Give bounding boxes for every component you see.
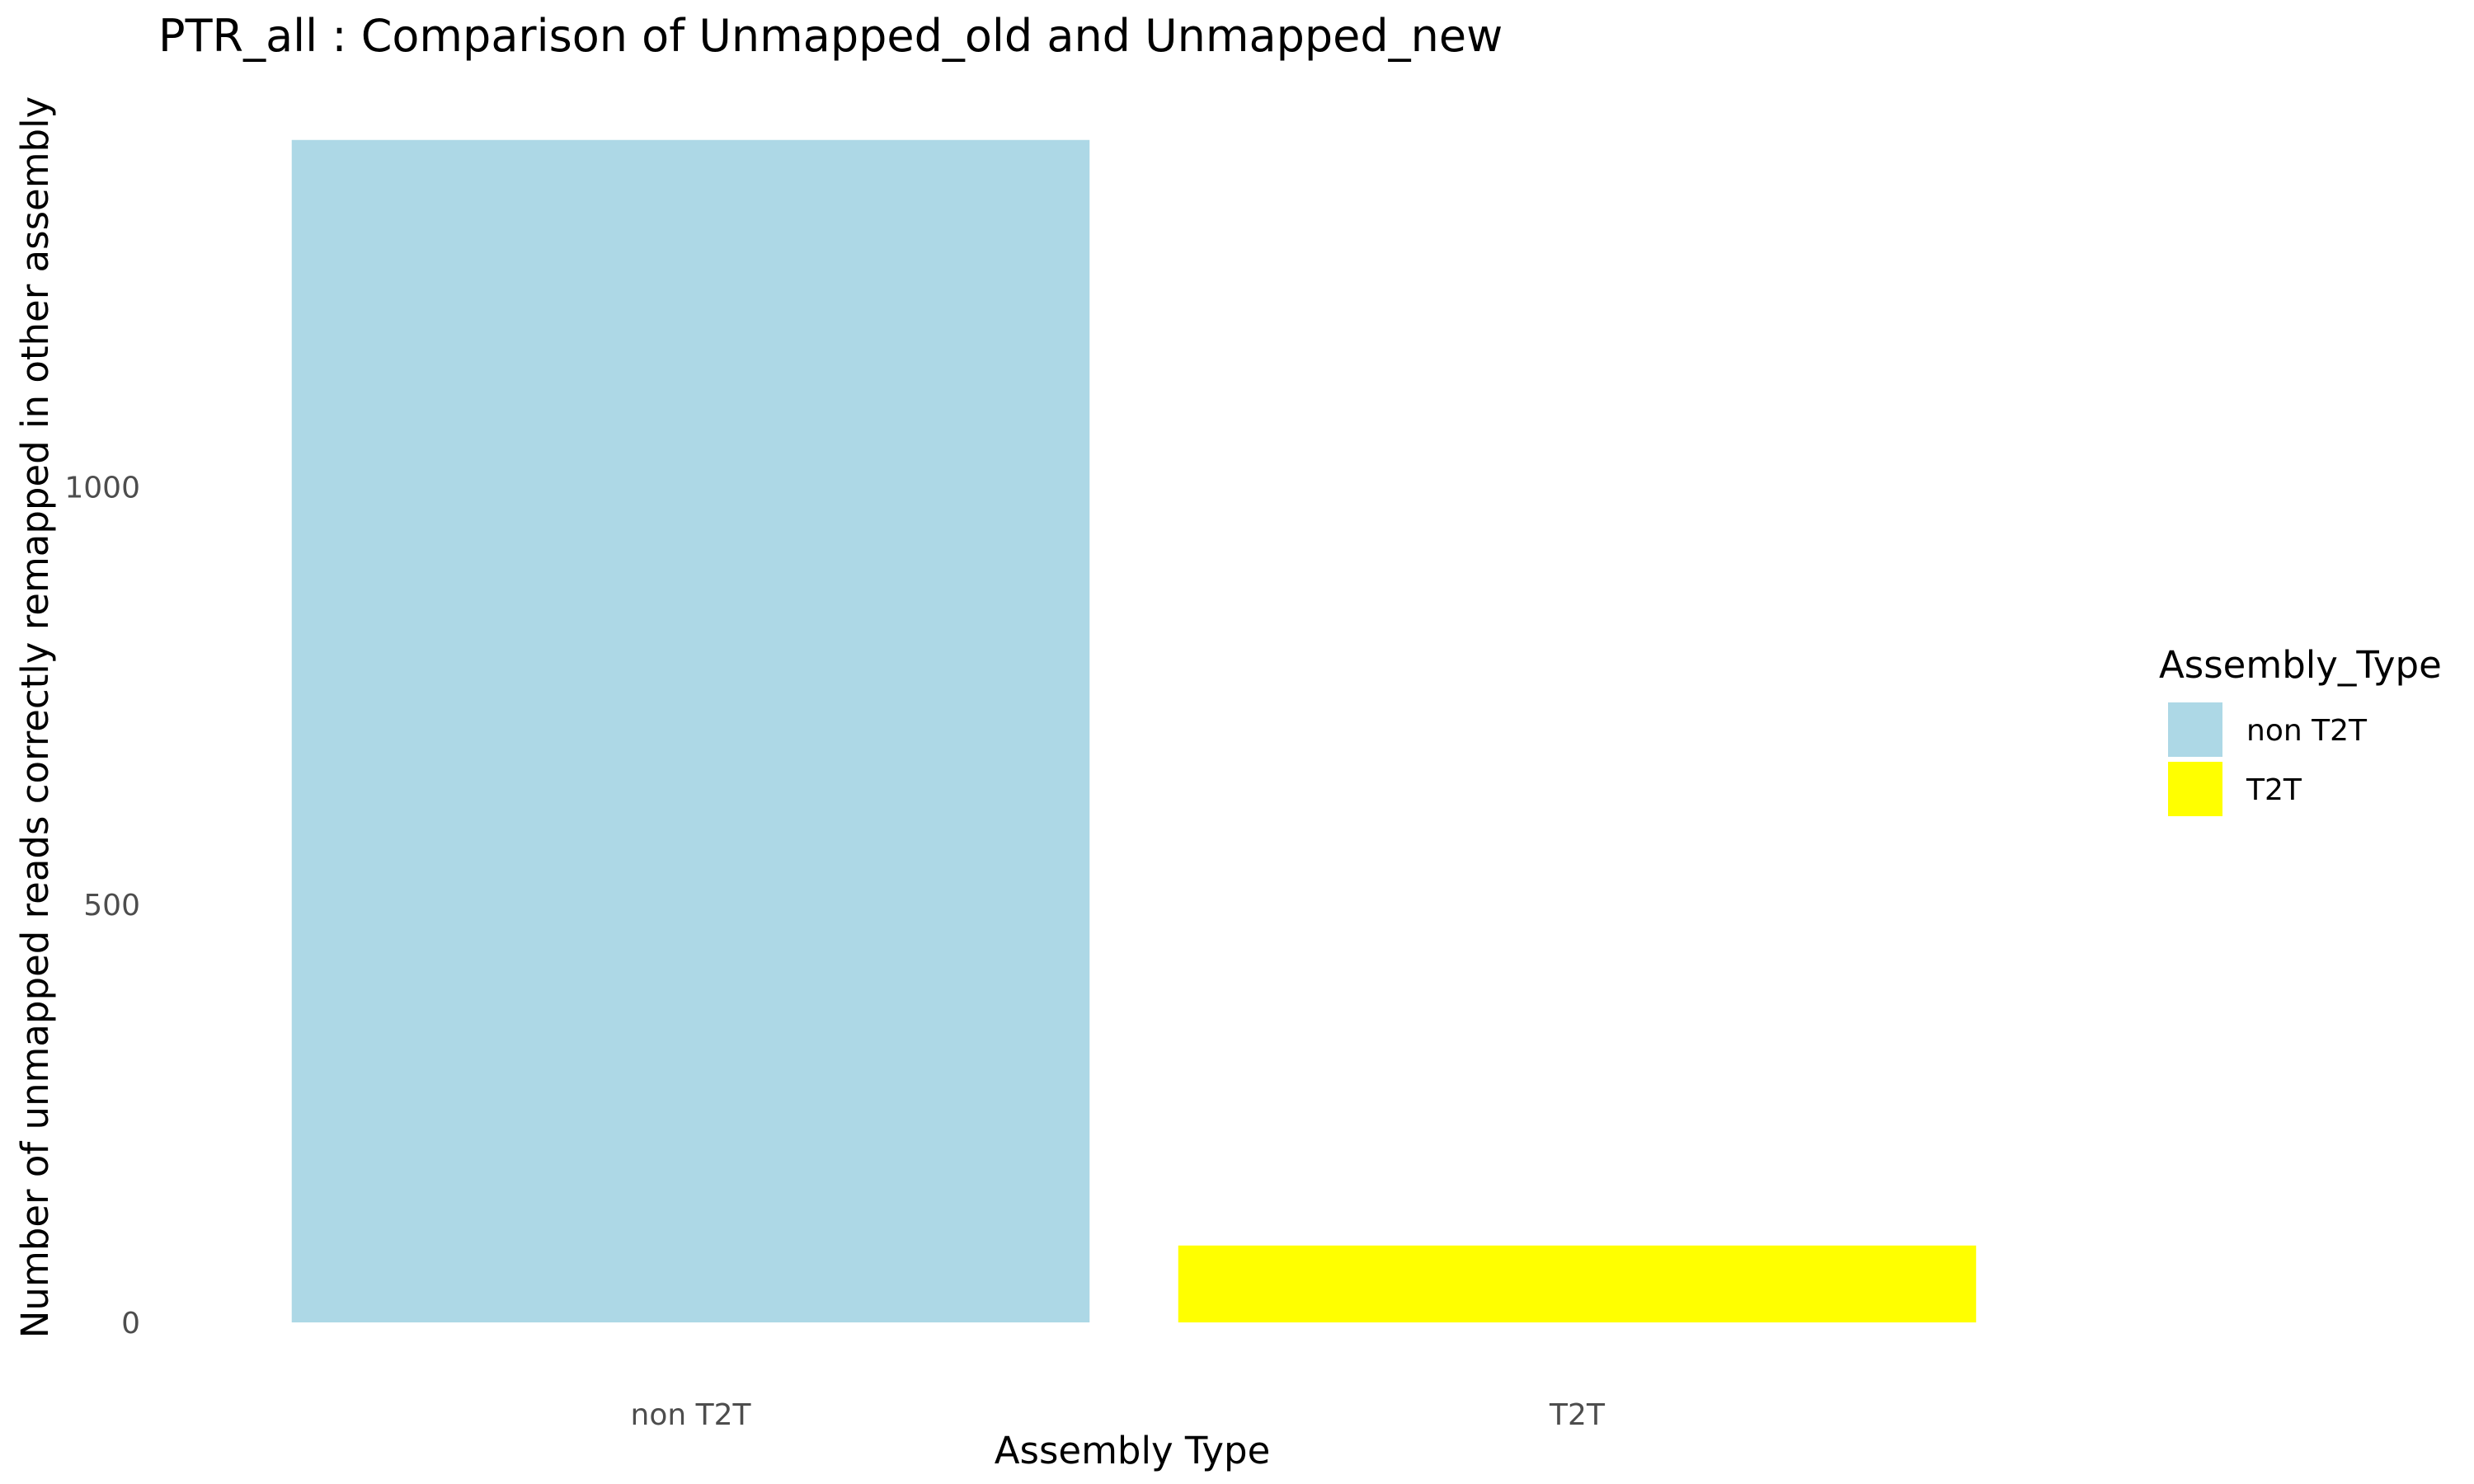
- bars-layer: [291, 139, 1977, 1323]
- x-axis-title: Assembly Type: [995, 1429, 1271, 1472]
- legend-swatch: [2168, 762, 2222, 816]
- y-axis-ticks: 0 500 1000: [64, 471, 140, 1341]
- y-axis-title: Number of unmapped reads correctly remap…: [13, 96, 57, 1338]
- y-tick-label: 500: [83, 889, 140, 923]
- y-tick-label: 1000: [64, 471, 140, 505]
- chart-title: PTR_all : Comparison of Unmapped_old and…: [158, 10, 1503, 62]
- legend-items: non T2T T2T: [2168, 702, 2368, 816]
- x-tick-label: non T2T: [631, 1398, 752, 1432]
- legend-label: T2T: [2246, 773, 2302, 807]
- y-tick-label: 0: [121, 1307, 140, 1341]
- legend: Assembly_Type non T2T T2T: [2159, 643, 2442, 816]
- x-tick-label: T2T: [1549, 1398, 1606, 1432]
- bar-non-t2t: [291, 139, 1090, 1323]
- legend-swatch: [2168, 702, 2222, 757]
- x-axis-ticks: non T2T T2T: [631, 1398, 1606, 1432]
- bar-t2t: [1178, 1245, 1977, 1322]
- legend-label: non T2T: [2246, 714, 2368, 748]
- legend-title: Assembly_Type: [2159, 643, 2442, 687]
